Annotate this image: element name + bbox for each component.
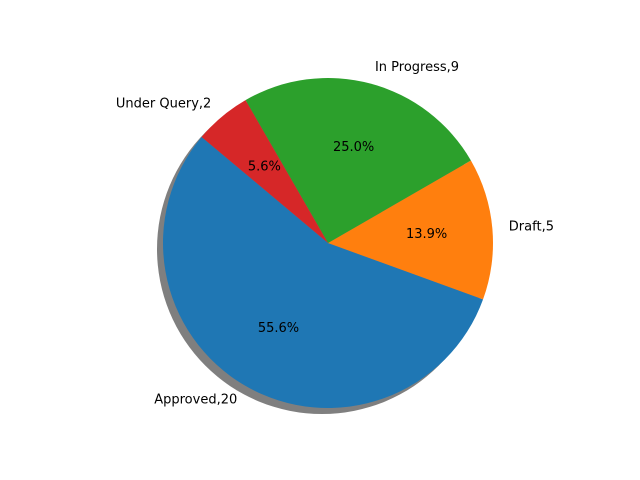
- slice-label-under-query: Under Query,2: [116, 96, 211, 111]
- slice-percent-approved: 55.6%: [258, 321, 299, 336]
- slice-label-in-progress: In Progress,9: [375, 60, 459, 75]
- pie-slice-in-progress: [245, 78, 471, 243]
- pie-labels: Approved,20 55.6% Draft,5 13.9% In Progress,…: [116, 60, 554, 407]
- pie-slices: [162, 78, 493, 408]
- slice-percent-in-progress: 25.0%: [333, 140, 374, 155]
- slice-percent-draft: 13.9%: [406, 227, 447, 242]
- pie-slice-under-query: [201, 100, 328, 244]
- pie-slice-approved: [162, 136, 484, 408]
- slice-label-approved: Approved,20: [154, 393, 237, 408]
- pie-slice-draft: [328, 160, 493, 300]
- slice-label-draft: Draft,5: [509, 220, 554, 235]
- slice-percent-under-query: 5.6%: [248, 160, 281, 175]
